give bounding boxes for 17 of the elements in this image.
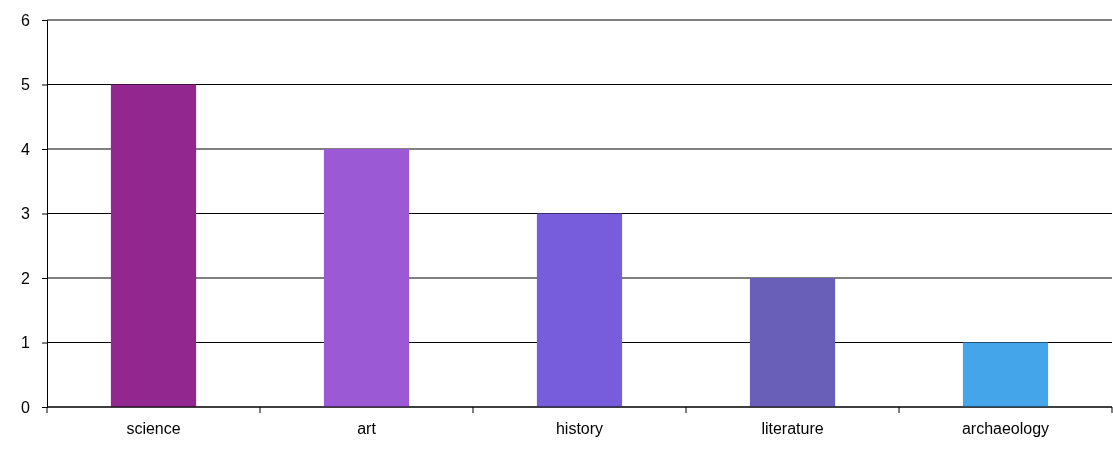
bar [110,84,197,407]
y-tick-label: 2 [21,269,31,287]
y-tick-label: 4 [21,140,31,158]
x-tick-label: history [555,420,604,437]
y-tick-label: 0 [21,398,31,416]
y-tick-label: 5 [21,76,31,94]
y-tick-label: 1 [21,334,31,352]
y-tick-label: 3 [21,205,31,223]
x-tick-label: archaeology [961,420,1050,437]
x-tick-label: literature [761,420,824,437]
x-tick-label: science [126,420,181,437]
bar [536,213,623,407]
x-tick-label: art [357,420,377,437]
bar [323,149,410,407]
bar [962,342,1049,407]
bar [749,278,836,407]
y-tick-label: 6 [21,11,31,29]
